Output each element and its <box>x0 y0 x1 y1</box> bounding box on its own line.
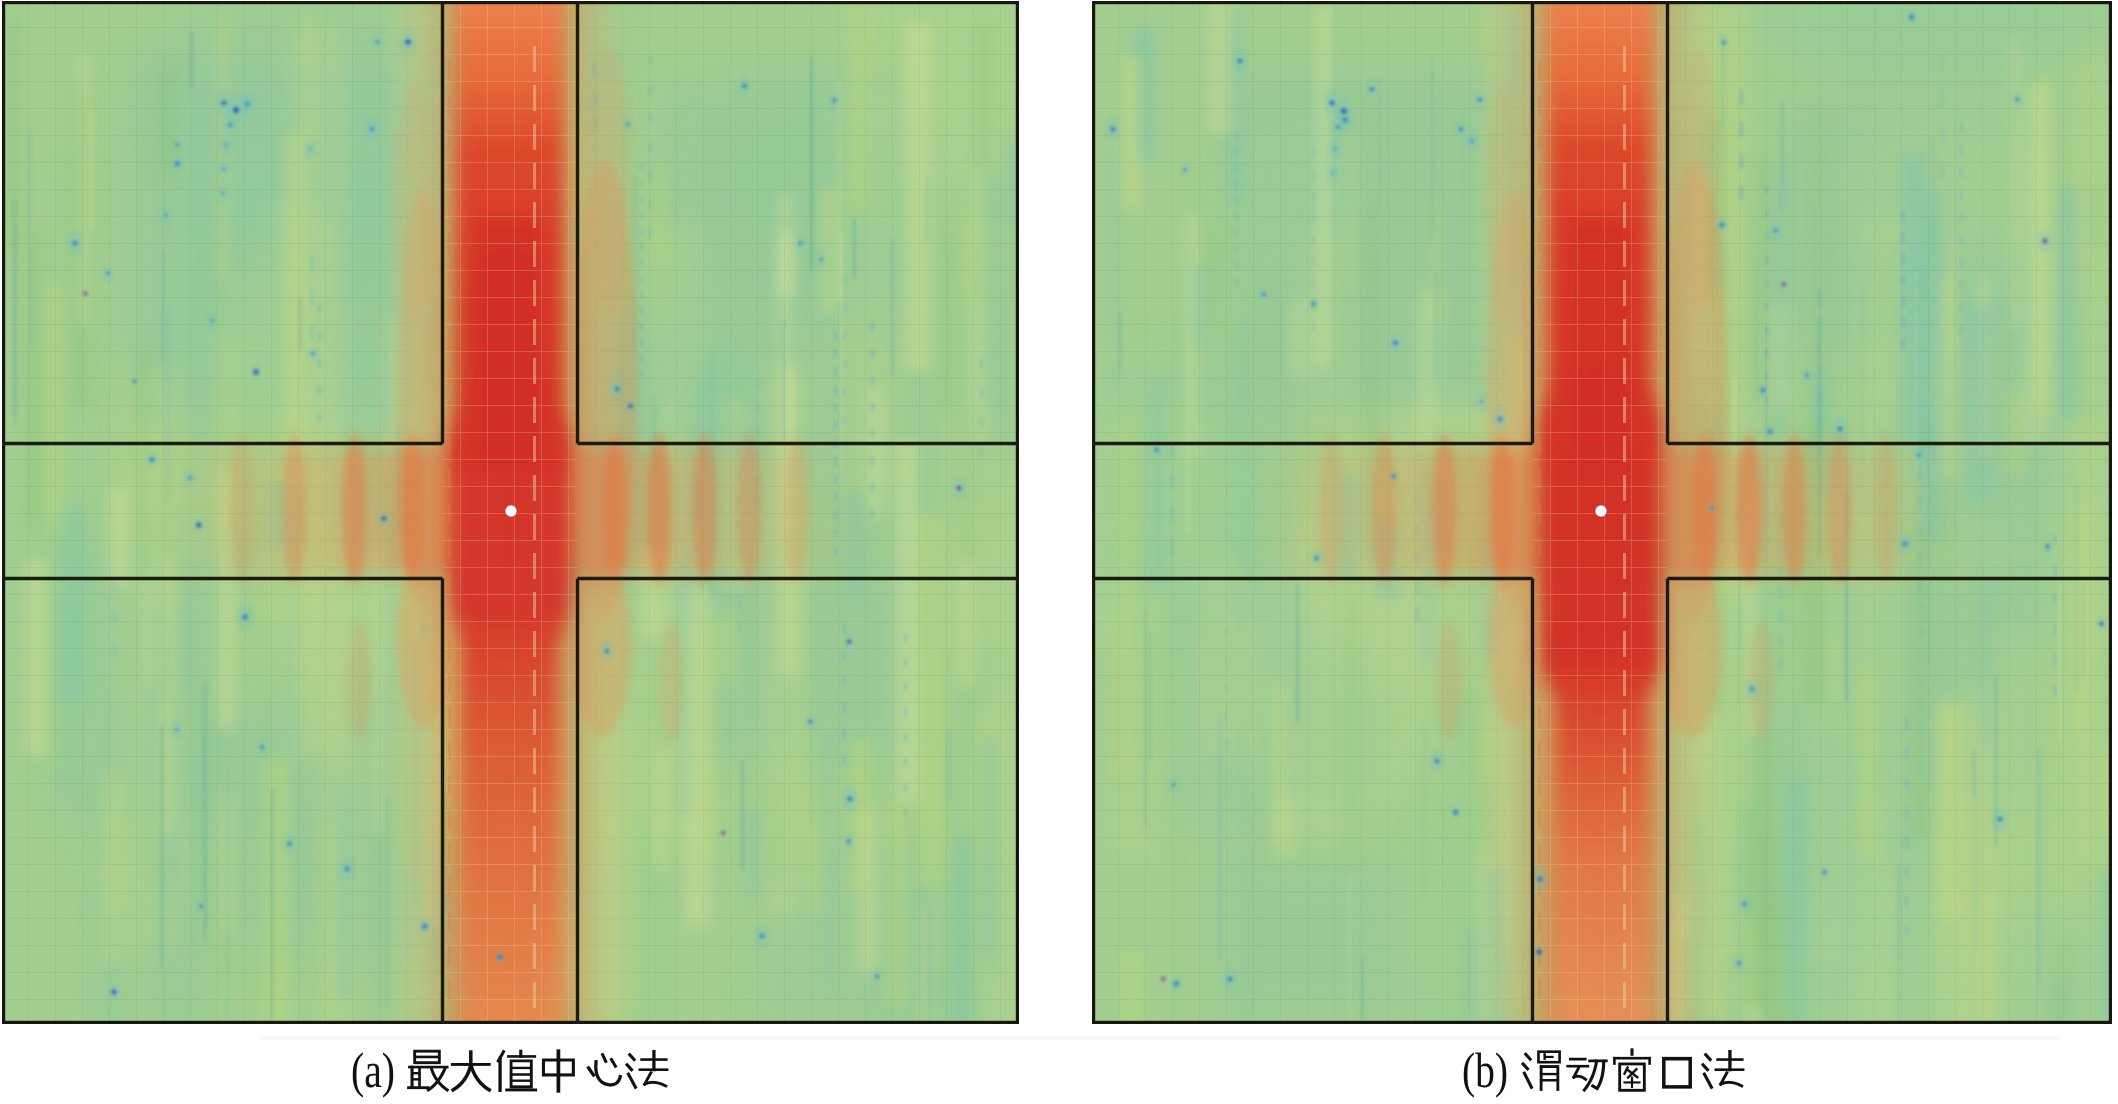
svg-text:(b): (b) <box>1462 1042 1508 1098</box>
svg-text:(a): (a) <box>351 1042 395 1098</box>
